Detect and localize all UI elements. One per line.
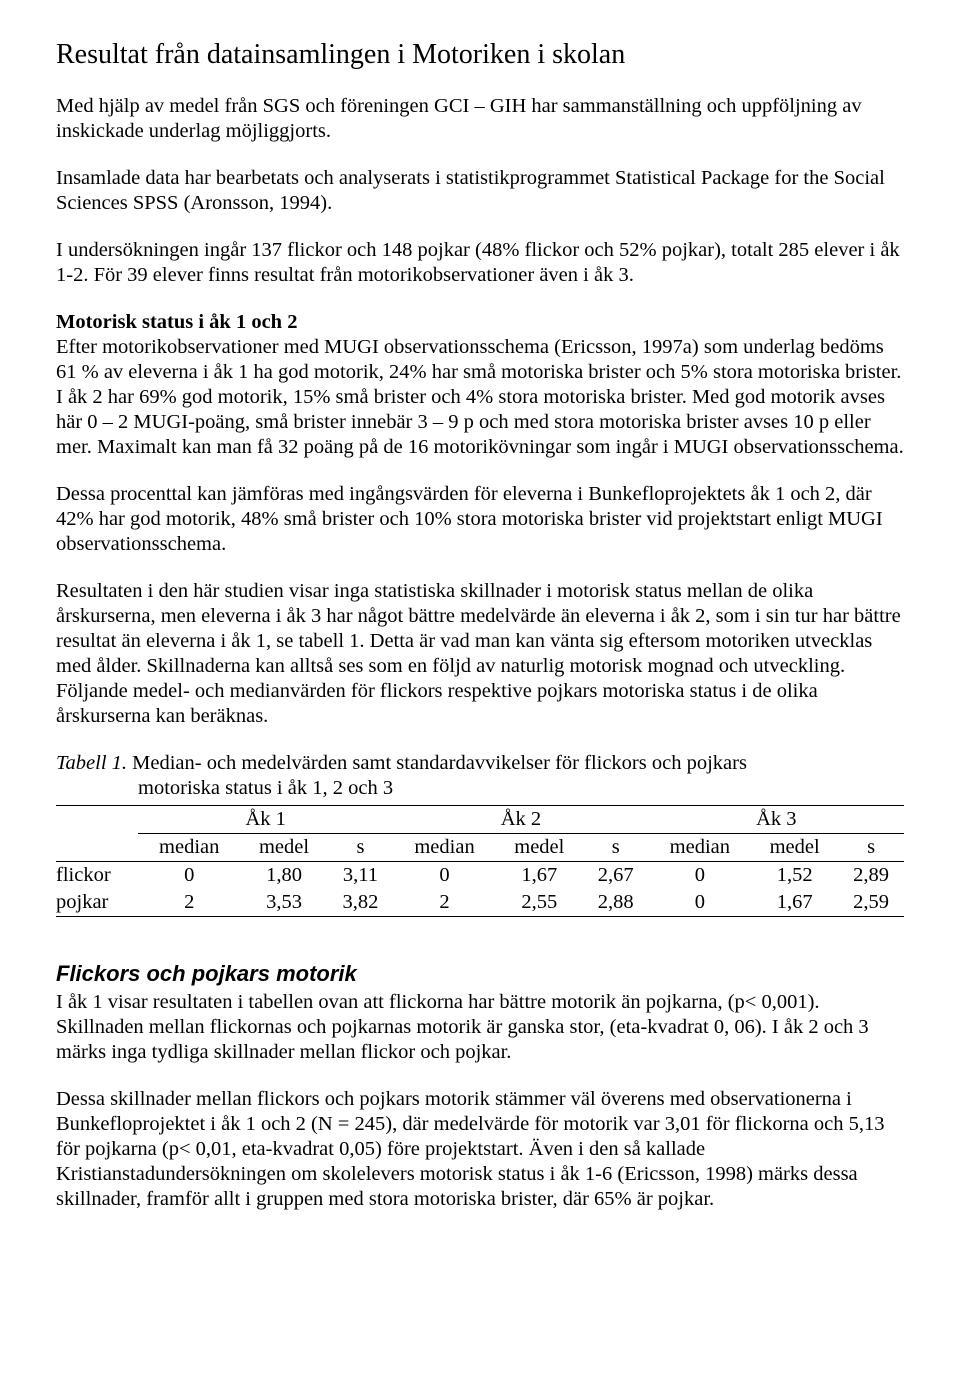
cell: 1,52 bbox=[751, 862, 838, 890]
table-col-4: median bbox=[393, 834, 495, 862]
table-col-3: s bbox=[328, 834, 394, 862]
table-caption-lead: Tabell 1. bbox=[56, 752, 127, 774]
table-group-3: Åk 3 bbox=[649, 806, 904, 834]
table-group-2: Åk 2 bbox=[393, 806, 648, 834]
cell: 0 bbox=[138, 862, 240, 890]
paragraph-8: Dessa skillnader mellan flickors och poj… bbox=[56, 1087, 904, 1212]
cell: 2,88 bbox=[583, 889, 649, 917]
row-label-2: pojkar bbox=[56, 889, 138, 917]
cell: 2,89 bbox=[838, 862, 904, 890]
paragraph-3: I undersökningen ingår 137 flickor och 1… bbox=[56, 238, 904, 288]
cell: 0 bbox=[393, 862, 495, 890]
paragraph-7: I åk 1 visar resultaten i tabellen ovan … bbox=[56, 990, 904, 1065]
cell: 2 bbox=[138, 889, 240, 917]
cell: 2,67 bbox=[583, 862, 649, 890]
table-group-1: Åk 1 bbox=[138, 806, 393, 834]
table-col-7: median bbox=[649, 834, 751, 862]
table-col-9: s bbox=[838, 834, 904, 862]
page-title: Resultat från datainsamlingen i Motorike… bbox=[56, 38, 904, 72]
paragraph-6: Resultaten i den här studien visar inga … bbox=[56, 579, 904, 729]
paragraph-5: Dessa procenttal kan jämföras med ingång… bbox=[56, 482, 904, 557]
table-1: Åk 1 Åk 2 Åk 3 median medel s median med… bbox=[56, 805, 904, 917]
table-caption-line2: motoriska status i åk 1, 2 och 3 bbox=[56, 776, 904, 801]
paragraph-4-heading: Motorisk status i åk 1 och 2 bbox=[56, 311, 297, 333]
table-subhead-blank bbox=[56, 834, 138, 862]
table-col-8: medel bbox=[751, 834, 838, 862]
table-caption-rest: Median- och medelvärden samt standardavv… bbox=[127, 752, 747, 774]
paragraph-4-body: Efter motorikobservationer med MUGI obse… bbox=[56, 336, 904, 458]
cell: 0 bbox=[649, 862, 751, 890]
cell: 1,80 bbox=[240, 862, 327, 890]
table-corner-blank bbox=[56, 806, 138, 834]
cell: 2,55 bbox=[496, 889, 583, 917]
cell: 3,11 bbox=[328, 862, 394, 890]
table-row: pojkar 2 3,53 3,82 2 2,55 2,88 0 1,67 2,… bbox=[56, 889, 904, 917]
paragraph-4: Motorisk status i åk 1 och 2 Efter motor… bbox=[56, 310, 904, 460]
table-col-2: medel bbox=[240, 834, 327, 862]
cell: 3,53 bbox=[240, 889, 327, 917]
table-col-1: median bbox=[138, 834, 240, 862]
cell: 1,67 bbox=[751, 889, 838, 917]
cell: 3,82 bbox=[328, 889, 394, 917]
table-row: flickor 0 1,80 3,11 0 1,67 2,67 0 1,52 2… bbox=[56, 862, 904, 890]
table-col-5: medel bbox=[496, 834, 583, 862]
table-col-6: s bbox=[583, 834, 649, 862]
cell: 2,59 bbox=[838, 889, 904, 917]
table-1-caption: Tabell 1. Median- och medelvärden samt s… bbox=[56, 751, 904, 801]
paragraph-2: Insamlade data har bearbetats och analys… bbox=[56, 166, 904, 216]
cell: 2 bbox=[393, 889, 495, 917]
paragraph-1: Med hjälp av medel från SGS och förening… bbox=[56, 94, 904, 144]
row-label-1: flickor bbox=[56, 862, 138, 890]
cell: 0 bbox=[649, 889, 751, 917]
section-heading-flickors-pojkars: Flickors och pojkars motorik bbox=[56, 961, 904, 988]
cell: 1,67 bbox=[496, 862, 583, 890]
